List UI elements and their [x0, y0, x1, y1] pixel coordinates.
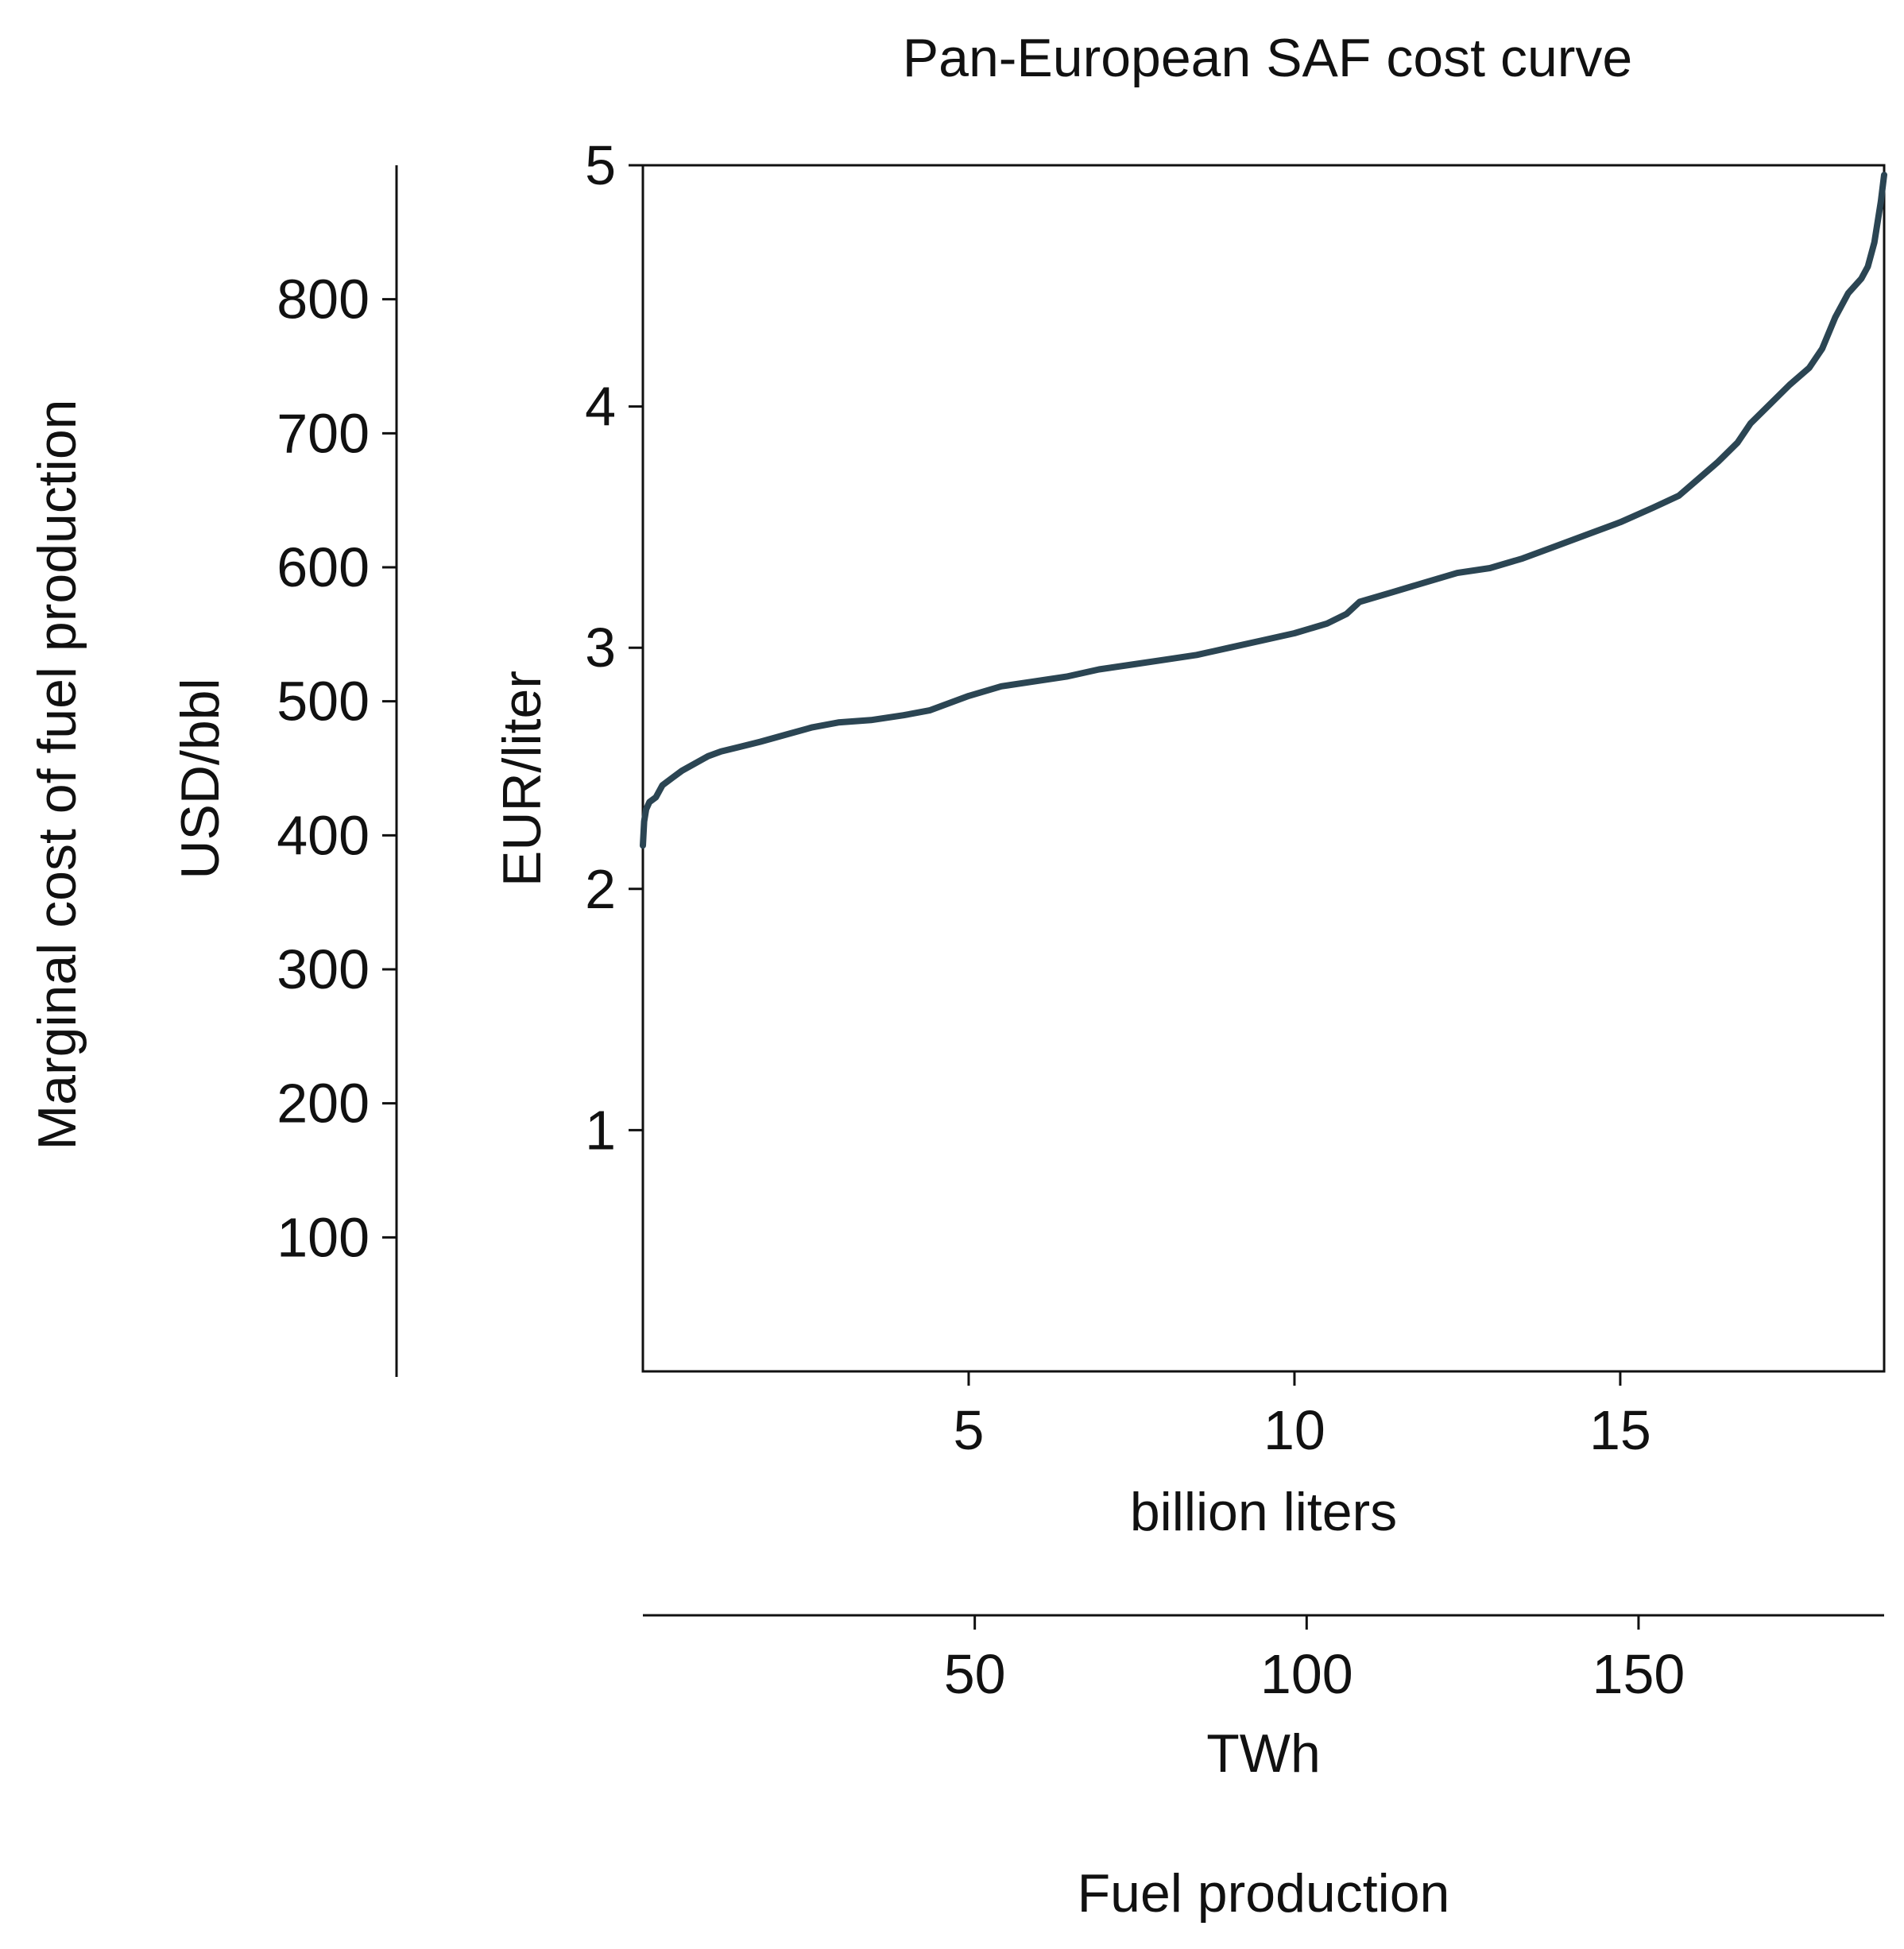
secondary-y-tick-label: 300	[277, 938, 370, 1000]
outer-x-axis-label: Fuel production	[1078, 1863, 1450, 1924]
secondary-y-axis-label: USD/bbl	[170, 678, 230, 879]
y-tick-label: 3	[585, 617, 616, 679]
secondary-x-tick-label: 50	[944, 1643, 1006, 1705]
secondary-y-tick-label: 600	[277, 536, 370, 598]
x-tick-label: 15	[1589, 1399, 1651, 1461]
secondary-x-axis-label: TWh	[1206, 1723, 1321, 1784]
y-tick-label: 1	[585, 1099, 616, 1161]
x-axis-ticks: 5 10 15	[954, 1371, 1651, 1461]
secondary-x-tick-label: 100	[1260, 1643, 1353, 1705]
secondary-y-axis-ticks: 100 200 300 400 500 600 700 800	[277, 269, 397, 1268]
secondary-y-tick-label: 700	[277, 402, 370, 464]
y-tick-label: 5	[585, 134, 616, 196]
secondary-y-tick-label: 200	[277, 1073, 370, 1135]
secondary-y-tick-label: 500	[277, 671, 370, 733]
y-axis-label: EUR/liter	[492, 671, 552, 887]
chart-title: Pan-European SAF cost curve	[903, 28, 1632, 88]
secondary-y-tick-label: 100	[277, 1206, 370, 1268]
secondary-x-axis-ticks: 50 100 150	[944, 1615, 1685, 1705]
y-axis-ticks: 1 2 3 4 5	[585, 134, 643, 1161]
x-tick-label: 10	[1264, 1399, 1325, 1461]
secondary-x-tick-label: 150	[1592, 1643, 1685, 1705]
x-axis-label: billion liters	[1130, 1482, 1397, 1542]
secondary-y-tick-label: 400	[277, 804, 370, 866]
secondary-y-tick-label: 800	[277, 269, 370, 331]
y-tick-label: 2	[585, 858, 616, 920]
cost-curve-line	[640, 172, 1887, 849]
plot-frame	[641, 164, 1886, 1373]
y-tick-label: 4	[585, 376, 616, 438]
x-tick-label: 5	[954, 1399, 985, 1461]
outer-y-axis-label: Marginal cost of fuel production	[27, 400, 87, 1150]
